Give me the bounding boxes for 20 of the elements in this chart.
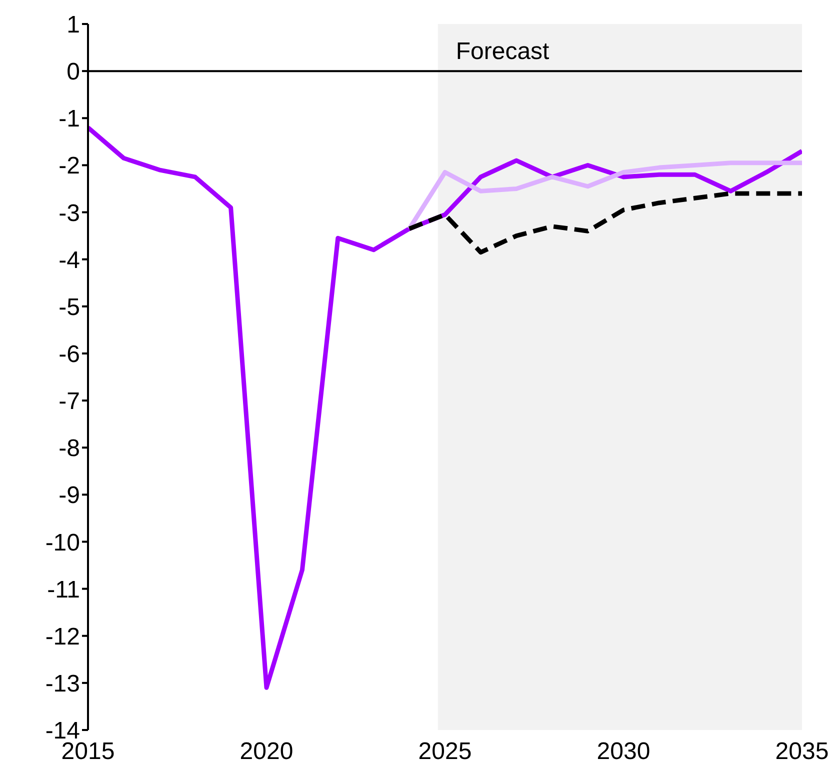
y-tick-label: 1 [66, 12, 80, 39]
y-tick-label: -10 [45, 529, 80, 556]
band-label: Forecast [456, 38, 550, 66]
y-tick-label: -13 [45, 670, 80, 698]
y-tick-label: -9 [58, 482, 80, 510]
x-tick-label: 2020 [240, 738, 294, 766]
x-tick-label: 2030 [596, 738, 650, 766]
y-tick-label: -4 [58, 246, 80, 274]
y-tick-label: -1 [58, 106, 80, 133]
x-tick-label: 2025 [418, 738, 472, 766]
y-tick-label: -8 [58, 435, 80, 462]
y-tick-label: -3 [58, 200, 80, 227]
y-tick-label: -5 [58, 294, 80, 321]
y-tick-label: -2 [58, 152, 80, 180]
y-tick-label: 0 [66, 58, 80, 86]
y-tick-label: -12 [45, 623, 80, 650]
y-tick-label: -6 [58, 340, 80, 368]
x-tick-label: 2035 [775, 738, 829, 766]
y-tick-label: -11 [47, 576, 80, 604]
y-tick-label: -7 [58, 388, 80, 416]
